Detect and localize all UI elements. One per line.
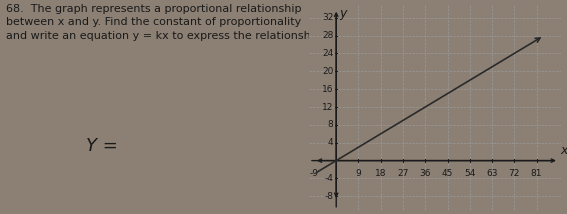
Text: 54: 54 bbox=[464, 169, 476, 178]
Text: 8: 8 bbox=[328, 120, 333, 129]
Text: 63: 63 bbox=[486, 169, 498, 178]
Text: -9: -9 bbox=[310, 169, 319, 178]
Text: y: y bbox=[339, 6, 346, 19]
Text: 32: 32 bbox=[322, 13, 333, 22]
Text: 4: 4 bbox=[328, 138, 333, 147]
Text: 68.  The graph represents a proportional relationship
between x and y. Find the : 68. The graph represents a proportional … bbox=[6, 4, 321, 41]
Text: 18: 18 bbox=[375, 169, 387, 178]
Text: 12: 12 bbox=[322, 103, 333, 111]
Text: 81: 81 bbox=[531, 169, 543, 178]
Text: 27: 27 bbox=[397, 169, 409, 178]
Text: 45: 45 bbox=[442, 169, 453, 178]
Text: 9: 9 bbox=[356, 169, 361, 178]
Text: -8: -8 bbox=[324, 192, 333, 201]
Text: -4: -4 bbox=[324, 174, 333, 183]
Text: x: x bbox=[560, 144, 567, 157]
Text: Y =: Y = bbox=[86, 137, 117, 155]
Text: 28: 28 bbox=[322, 31, 333, 40]
Text: 20: 20 bbox=[322, 67, 333, 76]
Text: 72: 72 bbox=[509, 169, 520, 178]
Text: 24: 24 bbox=[322, 49, 333, 58]
Text: 16: 16 bbox=[321, 85, 333, 94]
Text: 36: 36 bbox=[420, 169, 431, 178]
